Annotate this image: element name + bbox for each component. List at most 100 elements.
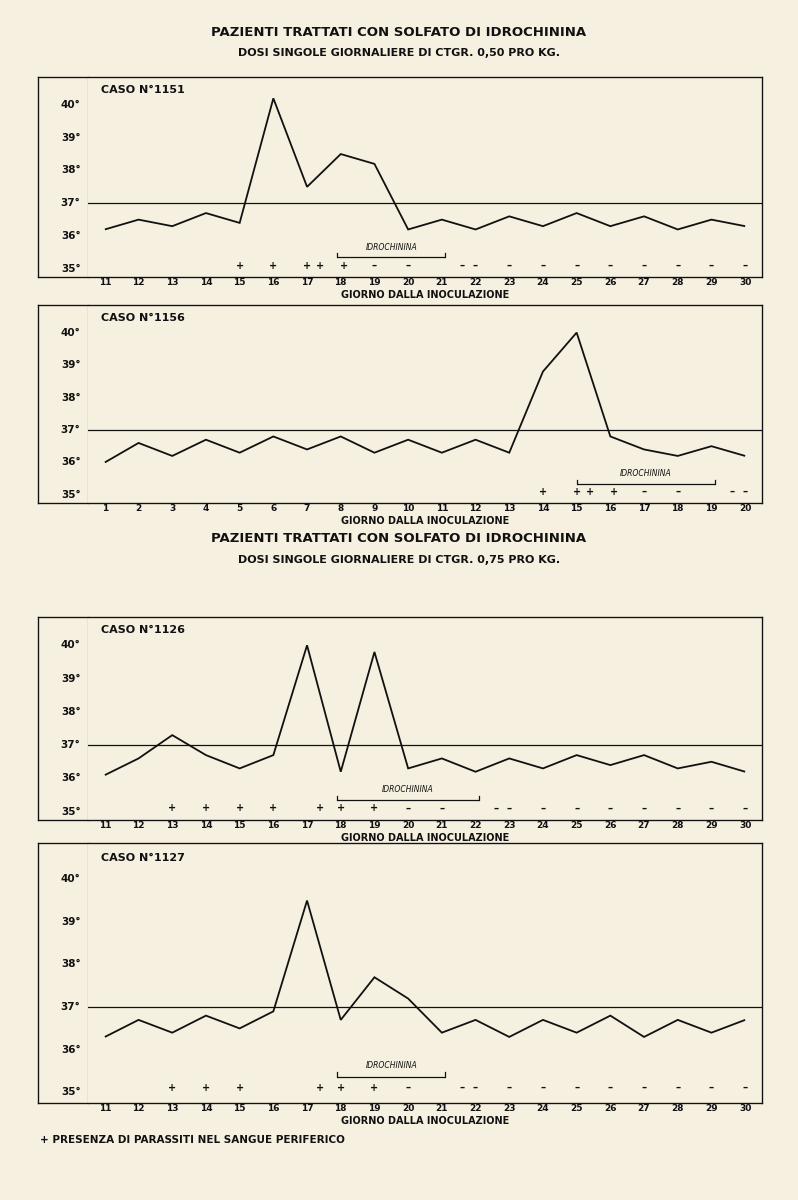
Text: 40°: 40° (61, 328, 81, 337)
Text: –: – (439, 803, 444, 814)
Text: 39°: 39° (61, 360, 81, 370)
Text: +: + (269, 803, 278, 814)
Text: –: – (709, 260, 714, 270)
Text: +: + (235, 803, 243, 814)
Text: –: – (507, 803, 512, 814)
Text: IDROCHININA: IDROCHININA (365, 242, 417, 252)
X-axis label: GIORNO DALLA INOCULAZIONE: GIORNO DALLA INOCULAZIONE (341, 290, 509, 300)
Text: +: + (317, 1084, 325, 1093)
Text: +: + (573, 487, 581, 497)
Text: –: – (405, 1084, 411, 1093)
Text: 39°: 39° (61, 133, 81, 143)
Text: +: + (370, 1084, 378, 1093)
Text: 40°: 40° (61, 875, 81, 884)
Text: –: – (473, 1084, 478, 1093)
Text: –: – (608, 260, 613, 270)
Text: –: – (540, 803, 546, 814)
Text: CASO N°1126: CASO N°1126 (101, 625, 185, 635)
Text: +: + (235, 260, 243, 270)
Text: 36°: 36° (61, 1045, 81, 1055)
Text: –: – (608, 803, 613, 814)
Text: –: – (743, 1084, 748, 1093)
Text: 37°: 37° (61, 1002, 81, 1012)
Text: 40°: 40° (61, 100, 81, 110)
Text: –: – (675, 260, 681, 270)
Text: 38°: 38° (61, 707, 81, 716)
Text: CASO N°1151: CASO N°1151 (101, 85, 185, 95)
Text: +: + (168, 803, 176, 814)
Text: +: + (235, 1084, 243, 1093)
Text: –: – (729, 487, 734, 497)
Text: IDROCHININA: IDROCHININA (620, 469, 672, 478)
Text: DOSI SINGOLE GIORNALIERE DI CTGR. 0,75 PRO KG.: DOSI SINGOLE GIORNALIERE DI CTGR. 0,75 P… (238, 554, 560, 565)
Text: –: – (642, 1084, 646, 1093)
Text: +: + (337, 803, 345, 814)
Text: 35°: 35° (61, 1087, 81, 1097)
Text: +: + (317, 260, 325, 270)
Text: –: – (642, 803, 646, 814)
Text: +: + (168, 1084, 176, 1093)
Text: 36°: 36° (61, 774, 81, 784)
Text: IDROCHININA: IDROCHININA (365, 1061, 417, 1070)
Text: –: – (743, 803, 748, 814)
Text: –: – (460, 260, 464, 270)
Text: 35°: 35° (61, 490, 81, 500)
Text: 36°: 36° (61, 232, 81, 241)
Text: +: + (337, 1084, 345, 1093)
Text: –: – (405, 260, 411, 270)
Text: –: – (743, 260, 748, 270)
Text: –: – (507, 1084, 512, 1093)
Text: –: – (675, 803, 681, 814)
Text: –: – (743, 487, 748, 497)
Text: 37°: 37° (61, 425, 81, 434)
Text: +: + (202, 1084, 210, 1093)
Text: –: – (460, 1084, 464, 1093)
X-axis label: GIORNO DALLA INOCULAZIONE: GIORNO DALLA INOCULAZIONE (341, 833, 509, 844)
Text: –: – (574, 1084, 579, 1093)
Text: 40°: 40° (61, 641, 81, 650)
Text: +: + (539, 487, 547, 497)
Text: 35°: 35° (61, 806, 81, 817)
Text: +: + (317, 803, 325, 814)
Text: –: – (675, 487, 681, 497)
Text: CASO N°1156: CASO N°1156 (101, 313, 185, 323)
Text: 35°: 35° (61, 264, 81, 274)
Text: 38°: 38° (61, 392, 81, 402)
Text: –: – (642, 487, 646, 497)
Text: –: – (642, 260, 646, 270)
Text: 38°: 38° (61, 166, 81, 175)
Text: +: + (340, 260, 348, 270)
Text: –: – (540, 260, 546, 270)
Text: –: – (709, 803, 714, 814)
Text: –: – (574, 803, 579, 814)
Text: –: – (540, 1084, 546, 1093)
Text: +: + (370, 803, 378, 814)
Text: –: – (405, 803, 411, 814)
Text: –: – (507, 260, 512, 270)
Text: 39°: 39° (61, 917, 81, 926)
Text: 38°: 38° (61, 960, 81, 970)
Text: –: – (608, 1084, 613, 1093)
Text: +: + (586, 487, 595, 497)
Text: –: – (675, 1084, 681, 1093)
Text: +: + (303, 260, 311, 270)
Text: 39°: 39° (61, 673, 81, 684)
Text: PAZIENTI TRATTATI CON SOLFATO DI IDROCHININA: PAZIENTI TRATTATI CON SOLFATO DI IDROCHI… (211, 26, 587, 40)
Text: –: – (574, 260, 579, 270)
Text: –: – (372, 260, 377, 270)
Text: –: – (709, 1084, 714, 1093)
Text: PAZIENTI TRATTATI CON SOLFATO DI IDROCHININA: PAZIENTI TRATTATI CON SOLFATO DI IDROCHI… (211, 532, 587, 545)
Text: IDROCHININA: IDROCHININA (382, 785, 434, 794)
Text: +: + (269, 260, 278, 270)
Text: DOSI SINGOLE GIORNALIERE DI CTGR. 0,50 PRO KG.: DOSI SINGOLE GIORNALIERE DI CTGR. 0,50 P… (238, 48, 560, 58)
X-axis label: GIORNO DALLA INOCULAZIONE: GIORNO DALLA INOCULAZIONE (341, 1116, 509, 1126)
Text: –: – (493, 803, 498, 814)
X-axis label: GIORNO DALLA INOCULAZIONE: GIORNO DALLA INOCULAZIONE (341, 516, 509, 526)
Text: 37°: 37° (61, 198, 81, 209)
Text: 37°: 37° (61, 740, 81, 750)
Text: + PRESENZA DI PARASSITI NEL SANGUE PERIFERICO: + PRESENZA DI PARASSITI NEL SANGUE PERIF… (40, 1135, 345, 1145)
Text: CASO N°1127: CASO N°1127 (101, 853, 185, 864)
Text: 36°: 36° (61, 457, 81, 468)
Text: –: – (473, 260, 478, 270)
Text: +: + (202, 803, 210, 814)
